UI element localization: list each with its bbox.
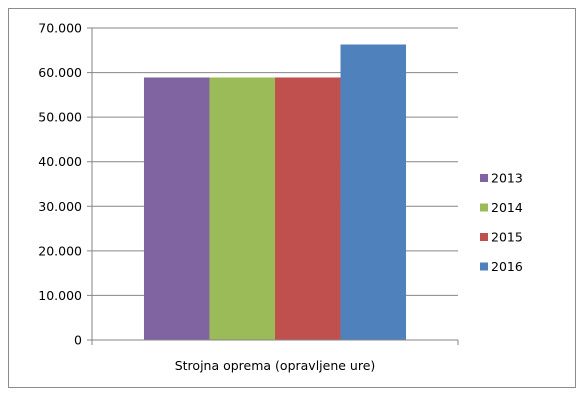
legend: 2013 2014 2015 2016	[480, 171, 523, 274]
y-tick-label: 60.000	[38, 65, 82, 80]
y-tick-label: 30.000	[38, 199, 82, 214]
y-tick-label: 10.000	[38, 288, 82, 303]
y-tick-label: 20.000	[38, 243, 82, 258]
y-tick-label: 50.000	[38, 110, 82, 125]
x-category-label: Strojna oprema (opravljene ure)	[175, 358, 376, 373]
legend-label: 2014	[491, 200, 523, 215]
y-tick-label: 70.000	[38, 21, 82, 36]
y-tick-label: 40.000	[38, 154, 82, 169]
legend-swatch-2015	[480, 233, 488, 241]
legend-swatch-2016	[480, 262, 488, 271]
y-tick-label: 0	[74, 333, 82, 348]
bar-2016	[340, 44, 407, 341]
legend-swatch-2014	[480, 203, 488, 212]
legend-label: 2013	[491, 171, 523, 186]
legend-label: 2016	[491, 259, 523, 274]
legend-swatch-2013	[480, 174, 488, 182]
bar-2013	[143, 77, 210, 340]
bar-2014	[209, 77, 275, 340]
bar-2015	[275, 77, 341, 340]
bars	[143, 44, 407, 341]
axes: 0 10.000 20.000 30.000 40.000 50.000 60.000 70.…	[38, 21, 459, 373]
legend-label: 2015	[491, 230, 523, 245]
